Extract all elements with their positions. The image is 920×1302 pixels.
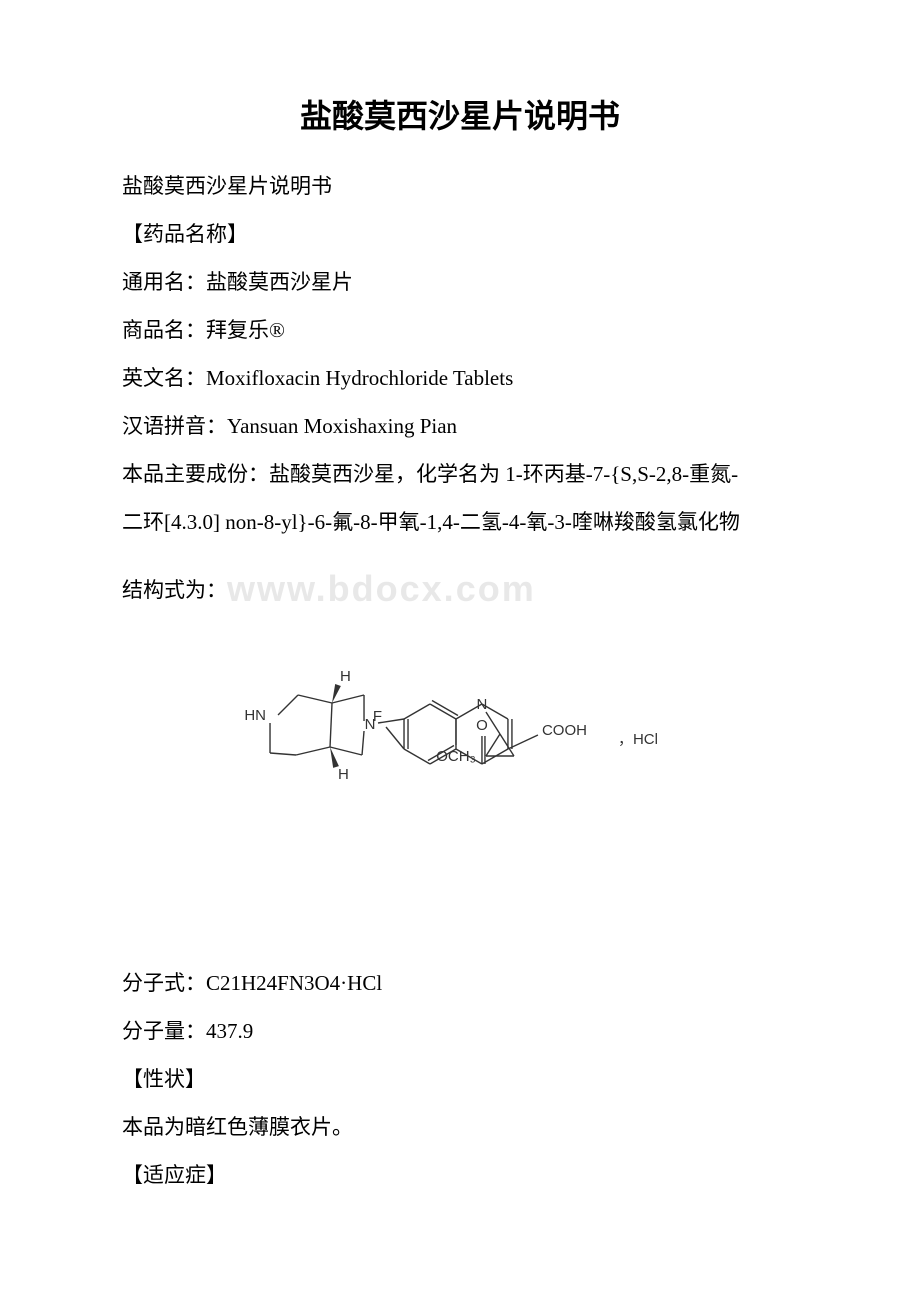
document-title: 盐酸莫西沙星片说明书	[80, 91, 840, 137]
svg-text:N: N	[365, 716, 376, 733]
molecular-formula: 分子式：C21H24FN3O4·HCl	[80, 964, 840, 1004]
chemical-structure-diagram: OCOOHNOCH₃FNHNHH，HCl	[200, 639, 720, 929]
appearance-text: 本品为暗红色薄膜衣片。	[80, 1108, 840, 1148]
svg-text:O: O	[476, 717, 488, 734]
english-name: 英文名：Moxifloxacin Hydrochloride Tablets	[80, 359, 840, 399]
ingredient-line1: 本品主要成份：盐酸莫西沙星，化学名为 1-环丙基-7-{S,S-2,8-重氮-	[80, 455, 840, 495]
svg-text:H: H	[338, 766, 349, 783]
svg-text:H: H	[340, 668, 351, 685]
molecular-weight: 分子量：437.9	[80, 1012, 840, 1052]
svg-text:N: N	[477, 696, 488, 713]
section-drug-name: 【药品名称】	[80, 215, 840, 255]
subtitle-line: 盐酸莫西沙星片说明书	[80, 167, 840, 207]
watermark-text: www.bdocx.com	[227, 568, 536, 609]
ingredient-line2: 二环[4.3.0] non-8-yl}-6-氟-8-甲氧-1,4-二氢-4-氧-…	[80, 503, 840, 543]
svg-text:HN: HN	[244, 707, 266, 724]
chemical-structure-container: OCOOHNOCH₃FNHNHH，HCl	[80, 639, 840, 934]
structure-label-line: 结构式为：www.bdocx.com	[80, 551, 840, 619]
svg-text:COOH: COOH	[542, 722, 587, 739]
generic-name: 通用名：盐酸莫西沙星片	[80, 263, 840, 303]
brand-name: 商品名：拜复乐®	[80, 311, 840, 351]
pinyin-name: 汉语拼音：Yansuan Moxishaxing Pian	[80, 407, 840, 447]
section-appearance: 【性状】	[80, 1060, 840, 1100]
svg-text:OCH₃: OCH₃	[436, 748, 475, 765]
svg-text:，HCl: ，HCl	[618, 731, 658, 748]
section-indications: 【适应症】	[80, 1156, 840, 1196]
structure-label: 结构式为：	[122, 578, 227, 602]
document-page: 盐酸莫西沙星片说明书 盐酸莫西沙星片说明书 【药品名称】 通用名：盐酸莫西沙星片…	[0, 0, 920, 1243]
